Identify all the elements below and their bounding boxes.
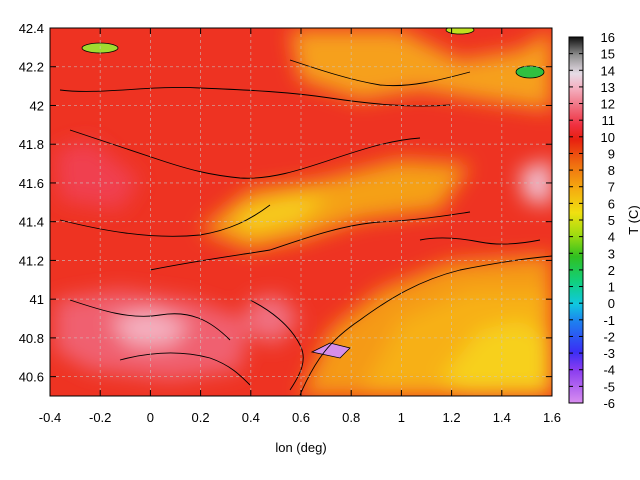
y-tick-label: 40.8 <box>19 331 44 346</box>
colorbar-tick-label: -3 <box>603 346 615 361</box>
y-tick-label: 42.2 <box>19 60 44 75</box>
colorbar-label: T (C) <box>626 205 640 234</box>
colorbar-tick-label: -1 <box>603 313 615 328</box>
y-tick-label: 41.4 <box>19 215 44 230</box>
heatmap-central-pale <box>245 295 300 345</box>
heatmap-west-warm <box>55 140 140 210</box>
x-tick-label: 1.4 <box>493 410 511 425</box>
heatmap-southwest-pale <box>110 310 190 345</box>
colorbar-tick-label: 13 <box>601 80 615 95</box>
x-tick-label: 0 <box>147 410 154 425</box>
colorbar-tick-label: 5 <box>608 213 615 228</box>
colorbar-tick-label: 0 <box>608 296 615 311</box>
x-tick-label: 1.6 <box>543 410 561 425</box>
grid-lines <box>50 28 552 396</box>
heatmap-cold-spot-2 <box>515 65 545 79</box>
y-tick-label: 40.6 <box>19 370 44 385</box>
x-axis-label: lon (deg) <box>275 440 326 455</box>
x-axis-ticks: -0.4 -0.2 0 0.2 0.4 0.6 0.8 1 1.2 1.4 1.6 <box>39 28 561 425</box>
colorbar-tick-label: 9 <box>608 146 615 161</box>
colorbar-tick-label: 16 <box>601 30 615 45</box>
x-tick-label: -0.2 <box>89 410 111 425</box>
colorbar-tick-label: 11 <box>602 113 616 128</box>
y-tick-label: 42 <box>30 98 44 113</box>
x-tick-label: -0.4 <box>39 410 61 425</box>
y-tick-label: 41.6 <box>19 176 44 191</box>
colorbar-tick-label: 15 <box>601 47 615 62</box>
heatmap-north-ridge <box>290 30 552 110</box>
colorbar-tick-label: -4 <box>603 363 615 378</box>
x-tick-label: 0.4 <box>242 410 260 425</box>
colorbar-tick-label: 6 <box>608 196 615 211</box>
colorbar-tick-label: -2 <box>603 329 615 344</box>
heatmap-valley-bright <box>230 195 330 232</box>
colorbar-tick-label: 12 <box>601 97 615 112</box>
colorbar-tick-label: 4 <box>608 230 615 245</box>
x-tick-label: 0.6 <box>292 410 310 425</box>
colorbar-tick-label: 1 <box>608 280 615 295</box>
colorbar-tick-label: 10 <box>601 130 615 145</box>
heatmap-violet-patch <box>310 342 351 359</box>
contour-lines <box>59 59 552 396</box>
x-tick-label: 0.2 <box>192 410 210 425</box>
heatmap-east-pale <box>520 160 552 205</box>
colorbar-tick-label: 7 <box>608 180 615 195</box>
colorbar-tick-label: 8 <box>608 163 615 178</box>
y-tick-label: 41.2 <box>19 253 44 268</box>
colorbar-tick-label: 2 <box>608 263 615 278</box>
x-tick-label: 1.2 <box>443 410 461 425</box>
x-tick-label: 1 <box>398 410 405 425</box>
y-tick-label: 41.8 <box>19 137 44 152</box>
colorbar-tick-label: 14 <box>601 63 615 78</box>
colorbar-tick-label: -6 <box>603 396 615 411</box>
colorbar-tick-label: -5 <box>603 379 615 394</box>
y-axis-ticks: 40.6 40.8 41 41.2 41.4 41.6 41.8 42 42.2 42.4 <box>19 21 552 385</box>
heatmap <box>50 28 552 396</box>
y-tick-label: 42.4 <box>19 21 44 36</box>
x-tick-label: 0.8 <box>342 410 360 425</box>
y-tick-label: 41 <box>30 292 44 307</box>
heatmap-cold-spot-3 <box>445 28 475 35</box>
colorbar-tick-label: 3 <box>608 246 615 261</box>
